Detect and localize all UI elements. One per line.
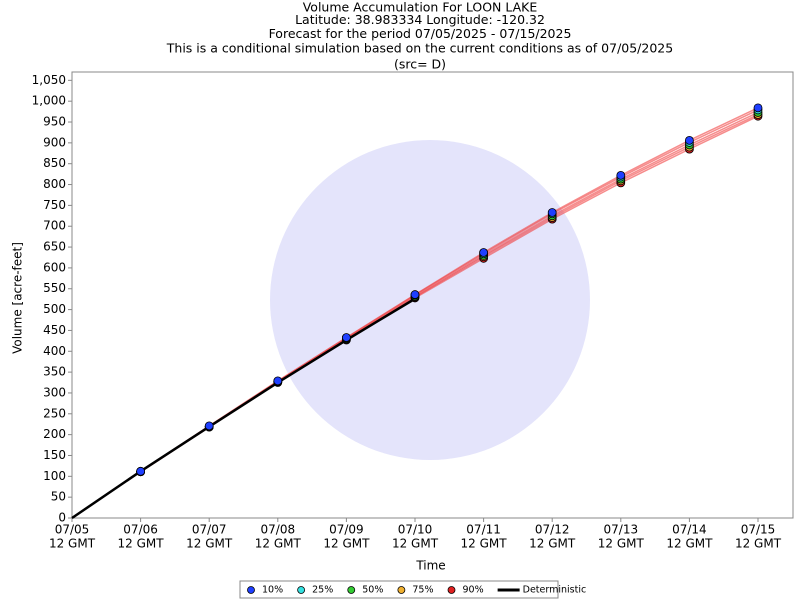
data-point	[547, 208, 557, 217]
y-tick-label: 600	[43, 260, 66, 274]
chart-title: Volume Accumulation For LOON LAKE	[303, 0, 538, 15]
y-tick-label: 650	[43, 240, 66, 254]
plot-frame	[71, 71, 794, 519]
x-tick-label: 12 GMT	[323, 537, 370, 551]
data-point	[410, 290, 420, 299]
data-point	[136, 466, 146, 476]
y-tick-label: 150	[43, 448, 66, 462]
subtitle: Latitude: 38.983334 Longitude: -120.32	[295, 12, 545, 27]
y-tick-label: 750	[43, 198, 66, 212]
legend-label: 10%	[262, 585, 283, 596]
y-tick-label: 250	[43, 406, 66, 420]
y-tick-label: 0	[58, 511, 66, 525]
y-tick-label: 700	[43, 219, 66, 233]
y-tick-label: 850	[43, 156, 66, 170]
deterministic-line	[71, 297, 416, 520]
y-tick-label: 350	[43, 365, 66, 379]
legend-swatch	[347, 586, 356, 594]
x-tick-label: 12 GMT	[255, 537, 302, 551]
y-tick-label: 400	[43, 344, 66, 358]
y-tick-label: 500	[43, 302, 66, 316]
x-tick-label: 07/07	[192, 523, 227, 537]
x-axis-label: Time	[415, 559, 445, 573]
subtitle: This is a conditional simulation based o…	[166, 41, 673, 56]
legend-swatch	[447, 586, 456, 594]
x-tick-label: 07/11	[466, 523, 501, 537]
x-tick-label: 07/13	[604, 523, 639, 537]
watermark	[270, 140, 590, 460]
x-tick-label: 07/06	[123, 523, 158, 537]
legend-swatch	[297, 586, 306, 594]
x-tick-label: 07/14	[672, 523, 707, 537]
x-tick-label: 12 GMT	[186, 537, 233, 551]
y-tick-label: 450	[43, 323, 66, 337]
y-tick-label: 900	[43, 135, 66, 149]
data-point	[341, 333, 351, 342]
data-point	[204, 421, 214, 431]
x-tick-label: 12 GMT	[392, 537, 439, 551]
y-tick-label: 950	[43, 115, 66, 129]
legend-label: 25%	[312, 585, 333, 596]
x-tick-label: 12 GMT	[118, 537, 165, 551]
legend-label: Deterministic	[523, 585, 587, 596]
x-tick-label: 12 GMT	[666, 537, 713, 551]
x-tick-label: 07/15	[741, 523, 776, 537]
x-tick-label: 12 GMT	[49, 537, 96, 551]
y-axis-label: Volume [acre-feet]	[11, 242, 25, 354]
data-point	[753, 103, 763, 113]
x-tick-label: 07/08	[261, 523, 296, 537]
x-tick-label: 07/10	[398, 523, 433, 537]
legend-label: 90%	[463, 585, 484, 596]
x-tick-label: 12 GMT	[735, 537, 782, 551]
legend-swatch	[247, 586, 255, 594]
data-point	[616, 170, 626, 180]
legend-label: 75%	[412, 585, 433, 596]
legend-swatch	[397, 586, 406, 594]
x-tick-label: 12 GMT	[598, 537, 645, 551]
x-tick-label: 07/12	[535, 523, 570, 537]
y-tick-label: 1,000	[32, 94, 66, 108]
y-tick-label: 300	[43, 385, 66, 399]
x-tick-label: 07/09	[329, 523, 364, 537]
data-point	[273, 376, 283, 386]
x-tick-label: 12 GMT	[529, 537, 576, 551]
y-tick-label: 1,050	[32, 73, 66, 87]
subtitle: (src= D)	[394, 57, 446, 72]
y-tick-label: 50	[51, 490, 66, 504]
data-point	[685, 135, 694, 145]
y-tick-label: 800	[43, 177, 66, 191]
subtitle: Forecast for the period 07/05/2025 - 07/…	[269, 26, 572, 41]
x-tick-label: 12 GMT	[461, 537, 508, 551]
y-tick-label: 100	[43, 469, 66, 483]
x-tick-label: 07/05	[55, 523, 90, 537]
legend-label: 50%	[362, 585, 383, 596]
y-tick-label: 550	[43, 281, 66, 295]
data-point	[479, 248, 489, 257]
y-tick-label: 200	[43, 427, 66, 441]
